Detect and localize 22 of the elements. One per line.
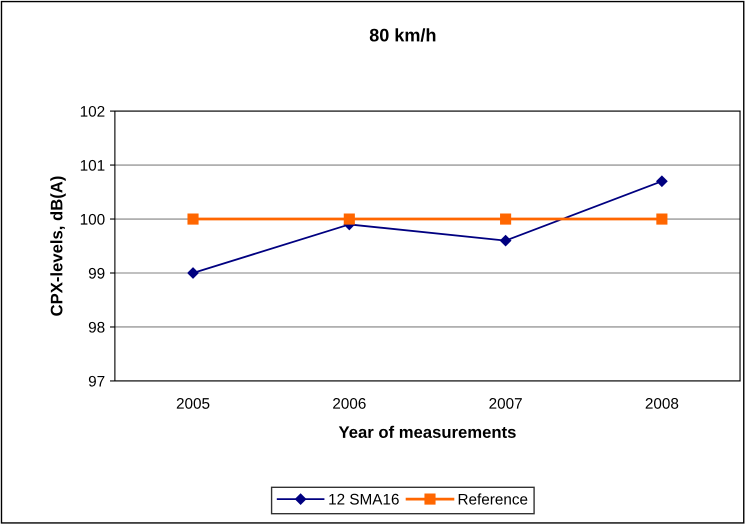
x-tick-label: 2007 [489, 398, 522, 409]
point [187, 267, 199, 279]
point [500, 213, 512, 225]
y-tick-label: 99 [88, 268, 104, 279]
point [344, 213, 355, 225]
y-axis-title: CPX-levels, dB(A) [50, 176, 66, 316]
legend-label: Reference [458, 493, 528, 505]
x-tick-label: 2005 [176, 398, 210, 409]
x-tick-label: 2008 [646, 398, 678, 409]
point [656, 176, 668, 187]
legend-label: 12 SMA16 [329, 494, 399, 505]
x-tick-label: 2006 [333, 398, 366, 409]
x-axis-title: Year of measurements [338, 426, 516, 438]
y-tick-label: 97 [88, 376, 104, 387]
point [187, 213, 199, 225]
point [500, 235, 512, 246]
y-tick-label: 98 [88, 322, 104, 333]
point [656, 213, 668, 225]
y-tick-label: 100 [80, 214, 105, 225]
y-tick-label: 101 [80, 160, 104, 171]
chart-title: 80 km/h [370, 28, 436, 42]
y-tick-label: 102 [80, 106, 104, 117]
